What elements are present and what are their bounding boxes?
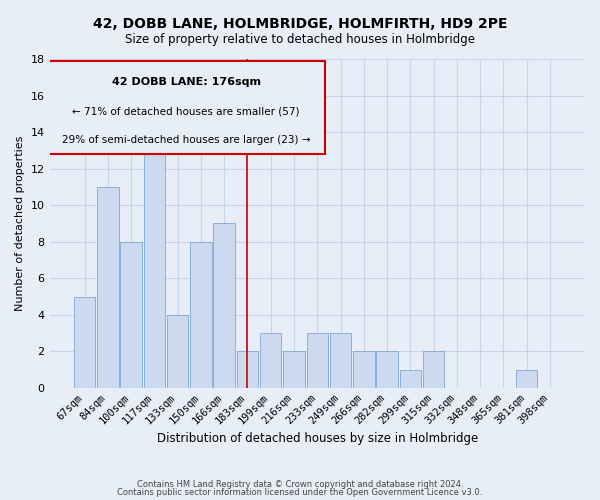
Bar bbox=[260, 333, 281, 388]
Bar bbox=[376, 352, 398, 388]
Bar bbox=[143, 114, 165, 388]
Text: 42 DOBB LANE: 176sqm: 42 DOBB LANE: 176sqm bbox=[112, 77, 260, 87]
Bar bbox=[330, 333, 351, 388]
Bar bbox=[307, 333, 328, 388]
FancyBboxPatch shape bbox=[47, 60, 325, 154]
Bar bbox=[516, 370, 538, 388]
Bar bbox=[97, 187, 119, 388]
Text: Contains public sector information licensed under the Open Government Licence v3: Contains public sector information licen… bbox=[118, 488, 482, 497]
Text: ← 71% of detached houses are smaller (57): ← 71% of detached houses are smaller (57… bbox=[73, 106, 300, 117]
Bar bbox=[400, 370, 421, 388]
Bar bbox=[121, 242, 142, 388]
Text: Contains HM Land Registry data © Crown copyright and database right 2024.: Contains HM Land Registry data © Crown c… bbox=[137, 480, 463, 489]
X-axis label: Distribution of detached houses by size in Holmbridge: Distribution of detached houses by size … bbox=[157, 432, 478, 445]
Text: 42, DOBB LANE, HOLMBRIDGE, HOLMFIRTH, HD9 2PE: 42, DOBB LANE, HOLMBRIDGE, HOLMFIRTH, HD… bbox=[93, 18, 507, 32]
Bar bbox=[423, 352, 445, 388]
Bar bbox=[190, 242, 212, 388]
Y-axis label: Number of detached properties: Number of detached properties bbox=[15, 136, 25, 311]
Bar bbox=[214, 224, 235, 388]
Bar bbox=[283, 352, 305, 388]
Text: Size of property relative to detached houses in Holmbridge: Size of property relative to detached ho… bbox=[125, 32, 475, 46]
Bar bbox=[353, 352, 374, 388]
Bar bbox=[167, 315, 188, 388]
Bar bbox=[237, 352, 258, 388]
Bar bbox=[74, 296, 95, 388]
Text: 29% of semi-detached houses are larger (23) →: 29% of semi-detached houses are larger (… bbox=[62, 134, 310, 144]
